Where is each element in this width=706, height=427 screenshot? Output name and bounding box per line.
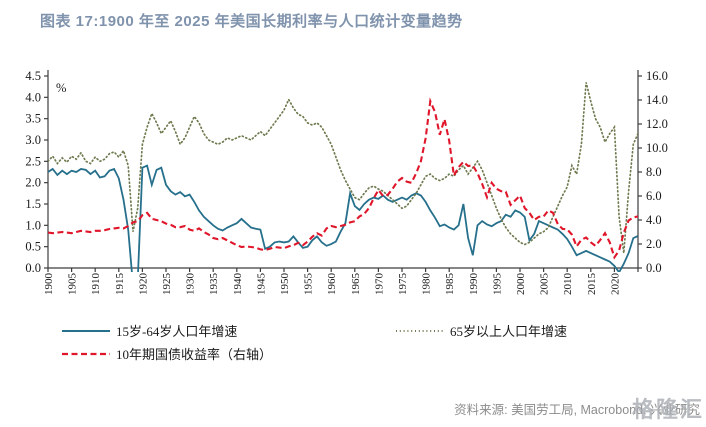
- x-axis-year-label: 1940: [232, 273, 244, 296]
- x-axis-year-label: 1985: [444, 273, 456, 296]
- legend-swatch-solid: [62, 329, 110, 332]
- right-axis-tick-label: 4.0: [646, 213, 662, 227]
- axes: [44, 70, 642, 272]
- series-line-2: [48, 97, 638, 260]
- x-axis-year-label: 1990: [468, 273, 480, 296]
- right-axis-tick-label: 16.0: [646, 69, 668, 83]
- left-axis-tick-label: 2.5: [25, 154, 41, 168]
- right-axis-tick-label: 2.0: [646, 237, 662, 251]
- legend-label: 10年期国债收益率（右轴）: [116, 347, 273, 362]
- x-axis-year-label: 1955: [303, 273, 315, 296]
- x-axis-year-label: 1910: [90, 273, 102, 296]
- x-axis-year-label: 1905: [67, 273, 79, 296]
- x-axis-year-label: 1930: [185, 273, 197, 296]
- right-axis-tick-label: 10.0: [646, 141, 668, 155]
- legend-label: 65岁以上人口年增速: [450, 324, 568, 339]
- right-axis-tick-label: 14.0: [646, 93, 668, 107]
- legend-item-2: 10年期国债收益率（右轴）: [60, 344, 272, 363]
- left-axis-tick-label: 3.0: [25, 133, 41, 147]
- left-axis-tick-label: 0.5: [25, 240, 41, 254]
- legend-item-0: 15岁-64岁人口年增速: [60, 321, 237, 340]
- x-axis-year-label: 1900: [43, 273, 55, 296]
- x-axis-year-label: 1970: [373, 273, 385, 296]
- watermark-logo: 格隆汇: [631, 397, 704, 422]
- x-axis-year-label: 1915: [114, 273, 126, 296]
- series-line-1: [48, 82, 638, 254]
- x-axis-year-label: 1975: [397, 273, 409, 296]
- source-note: 资料来源: 美国劳工局, Macrobond, 兴业研究: [454, 403, 700, 417]
- right-axis-tick-label: 12.0: [646, 117, 668, 131]
- x-axis-year-label: 1920: [137, 273, 149, 296]
- left-axis-unit-label: %: [56, 81, 66, 95]
- legend-item-1: 65岁以上人口年增速: [394, 321, 567, 340]
- x-axis-year-label: 1980: [421, 273, 433, 296]
- left-axis-tick-label: 4.0: [25, 90, 41, 104]
- right-axis-tick-label: 8.0: [646, 165, 662, 179]
- x-axis-year-label: 1950: [279, 273, 291, 296]
- x-axis-year-label: 1965: [350, 273, 362, 296]
- left-axis-tick-label: 1.5: [25, 197, 41, 211]
- x-axis-year-label: 1995: [491, 273, 503, 296]
- x-axis-year-label: 1925: [161, 273, 173, 296]
- right-axis-tick-label: 0.0: [646, 261, 662, 275]
- left-axis-tick-label: 4.5: [25, 69, 41, 83]
- left-axis-tick-label: 2.0: [25, 176, 41, 190]
- x-axis-year-label: 1945: [255, 273, 267, 296]
- x-axis-year-label: 2010: [562, 273, 574, 296]
- legend-label: 15岁-64岁人口年增速: [116, 324, 238, 339]
- series-line-0: [48, 164, 638, 272]
- left-axis-tick-label: 1.0: [25, 218, 41, 232]
- x-axis-year-label: 2005: [539, 273, 551, 296]
- legend-swatch-dotted: [396, 329, 444, 332]
- left-axis-tick-label: 0.0: [25, 261, 41, 275]
- chart-title: 图表 17:1900 年至 2025 年美国长期利率与人口统计变量趋势: [40, 13, 463, 30]
- x-axis-year-label: 2020: [609, 273, 621, 296]
- x-axis-year-label: 1935: [208, 273, 220, 296]
- x-axis-year-label: 2000: [515, 273, 527, 296]
- x-axis-year-label: 1960: [326, 273, 338, 296]
- legend-swatch-dashed: [62, 352, 110, 355]
- x-axis-year-label: 2015: [586, 273, 598, 296]
- right-axis-tick-label: 6.0: [646, 189, 662, 203]
- left-axis-tick-label: 3.5: [25, 112, 41, 126]
